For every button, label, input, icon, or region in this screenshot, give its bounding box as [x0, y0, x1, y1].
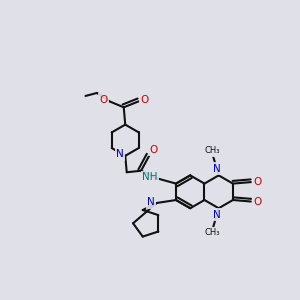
- Text: O: O: [253, 177, 262, 187]
- Text: O: O: [253, 196, 262, 206]
- Text: O: O: [99, 95, 108, 105]
- Text: CH₃: CH₃: [204, 146, 220, 155]
- Text: O: O: [140, 95, 149, 105]
- Text: N: N: [213, 210, 220, 220]
- Text: N: N: [147, 197, 155, 207]
- Text: N: N: [116, 149, 124, 159]
- Text: O: O: [149, 145, 157, 155]
- Text: NH: NH: [142, 172, 158, 182]
- Text: CH₃: CH₃: [204, 228, 220, 237]
- Text: N: N: [213, 164, 220, 174]
